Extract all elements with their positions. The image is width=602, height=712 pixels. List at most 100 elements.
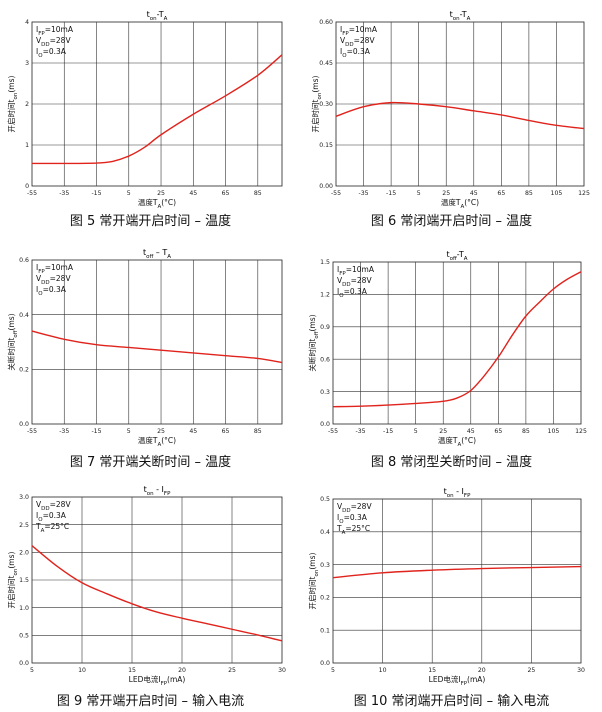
x-tick-label: 5 bbox=[127, 190, 131, 197]
condition-annotation-part: =28V bbox=[351, 276, 373, 285]
condition-annotation-part: O bbox=[38, 517, 43, 523]
chart-title-part: off bbox=[450, 256, 457, 262]
y-axis-label-part: off bbox=[314, 331, 320, 338]
x-tick-label: 25 bbox=[442, 190, 450, 197]
x-tick-label: -35 bbox=[59, 190, 69, 197]
x-axis-label: LED电流IFP(mA) bbox=[129, 674, 186, 687]
y-tick-label: 3 bbox=[25, 60, 29, 67]
y-tick-label: 0.00 bbox=[319, 183, 333, 190]
chart-title-part: t bbox=[143, 248, 146, 257]
y-axis-label: 开启时间ton(ms) bbox=[307, 552, 320, 609]
condition-annotation-part: I bbox=[337, 265, 339, 274]
x-tick-label: 65 bbox=[222, 190, 230, 197]
chart-title-part: off bbox=[146, 254, 153, 260]
x-tick-label: -35 bbox=[59, 428, 69, 435]
figure-caption: 图 10 常闭端开启时间 – 输入电流 bbox=[353, 694, 550, 709]
y-tick-label: 2 bbox=[25, 101, 29, 108]
y-tick-label: 0.0 bbox=[320, 660, 330, 667]
condition-annotation-part: V bbox=[337, 276, 343, 285]
y-tick-label: 0.6 bbox=[19, 257, 29, 264]
x-axis-label-part: A bbox=[460, 204, 464, 210]
y-axis-label-part: off bbox=[13, 330, 19, 337]
y-axis-label-part: 开启时间t bbox=[310, 99, 320, 132]
x-tick-label: 15 bbox=[428, 667, 436, 674]
condition-annotation-part: DD bbox=[345, 42, 353, 48]
condition-annotation: TA=25°C bbox=[336, 524, 370, 536]
chart-title-part: - I bbox=[454, 487, 464, 496]
chart-title-part: t bbox=[147, 10, 150, 19]
condition-annotation: IFP=10mA bbox=[340, 25, 378, 37]
x-axis-label-part: (mA) bbox=[167, 675, 185, 684]
y-tick-label: 0.4 bbox=[320, 529, 330, 536]
chart-svg: -55 -35 -15 5 25 45 65 8501234ton-TA温度TA(°C)开启时… bbox=[6, 10, 283, 210]
chart-title-part: -T bbox=[157, 10, 164, 19]
x-tick-label: -55 bbox=[27, 428, 37, 435]
y-axis-label: 开启时间ton(ms) bbox=[6, 551, 19, 608]
y-tick-label: 0.3 bbox=[320, 562, 330, 569]
x-tick-label: -15 bbox=[386, 190, 396, 197]
y-tick-label: 0.45 bbox=[319, 60, 333, 67]
condition-annotation: IO=0.3A bbox=[36, 47, 67, 59]
figure-caption: 图 5 常开端开启时间 – 温度 bbox=[69, 214, 232, 229]
condition-annotation: IFP=10mA bbox=[337, 265, 375, 277]
y-tick-label: 0.6 bbox=[320, 356, 330, 363]
condition-annotation-part: DD bbox=[41, 506, 49, 512]
condition-annotation: VDD=28V bbox=[36, 36, 71, 48]
chart-panel-3: -55 -35 -15 5 25 45 65 85 0.0 0.2 0.4 0.6 toff – TA 温… bbox=[0, 238, 301, 476]
x-tick-label: 65 bbox=[222, 428, 230, 435]
chart-panel-6: 5 10 15 20 25 30 0.0 0.1 0.2 0.3 0.4 0.5 ton - IFP LE… bbox=[301, 476, 602, 712]
condition-annotation-part: =28V bbox=[354, 36, 376, 45]
y-tick-label: 1.2 bbox=[320, 292, 330, 299]
x-tick-label: 10 bbox=[78, 667, 86, 674]
x-axis-label: 温度TA(°C) bbox=[138, 435, 176, 448]
condition-annotation: IO=0.3A bbox=[36, 511, 67, 523]
condition-annotation-part: O bbox=[342, 53, 347, 59]
x-tick-label: 20 bbox=[478, 667, 486, 674]
x-axis-label-part: 温度T bbox=[441, 197, 461, 207]
x-axis-label: LED电流IFP(mA) bbox=[429, 674, 486, 687]
chart-title-part: t bbox=[444, 487, 447, 496]
series-line bbox=[332, 271, 582, 408]
condition-annotation-part: O bbox=[38, 291, 43, 297]
condition-annotation-part: A bbox=[41, 528, 45, 534]
condition-annotation: VDD=28V bbox=[337, 502, 372, 514]
condition-annotation-part: V bbox=[36, 500, 42, 509]
condition-annotation-part: O bbox=[339, 519, 344, 525]
chart-title: ton - IFP bbox=[444, 487, 472, 499]
condition-annotation-part: A bbox=[342, 530, 346, 536]
y-tick-label: 0.15 bbox=[319, 142, 333, 149]
chart-title: ton-TA bbox=[450, 10, 471, 22]
x-axis-label-part: FP bbox=[461, 681, 468, 687]
chart-title-part: on bbox=[453, 16, 460, 22]
condition-annotation-part: DD bbox=[41, 280, 49, 286]
condition-annotation-part: I bbox=[36, 47, 38, 56]
chart-title-part: A bbox=[464, 256, 468, 262]
condition-annotation-part: =0.3A bbox=[43, 511, 67, 520]
condition-annotation-part: =28V bbox=[50, 500, 72, 509]
x-tick-label: 30 bbox=[577, 667, 585, 674]
x-tick-label: -15 bbox=[91, 428, 101, 435]
condition-annotation: IFP=10mA bbox=[36, 263, 74, 275]
y-axis-label-part: on bbox=[13, 568, 19, 575]
y-tick-label: 0 bbox=[25, 183, 29, 190]
x-tick-label: 25 bbox=[527, 667, 535, 674]
chart-title: ton - IFP bbox=[144, 485, 172, 497]
x-tick-label: 15 bbox=[128, 667, 136, 674]
x-tick-label: 5 bbox=[414, 428, 418, 435]
y-axis-label-part: 开启时间t bbox=[307, 576, 317, 609]
chart-title-part: t bbox=[144, 485, 147, 494]
y-axis-label: 关断时间toff(ms) bbox=[6, 313, 19, 370]
chart-title-part: A bbox=[167, 254, 171, 260]
y-tick-label: 0.5 bbox=[320, 496, 330, 503]
chart-title-part: on bbox=[447, 493, 454, 499]
chart-title-part: – T bbox=[153, 248, 167, 257]
x-tick-label: -35 bbox=[356, 428, 366, 435]
chart-title-part: -T bbox=[457, 250, 464, 259]
condition-annotation-part: FP bbox=[38, 269, 45, 275]
y-tick-label: 0.30 bbox=[319, 101, 333, 108]
condition-annotation-part: =28V bbox=[50, 274, 72, 283]
chart-panel-2: -55 -35 -15 5 25 45 65 85 105 125 0.00 0.15 0.30 0.45… bbox=[301, 0, 602, 238]
condition-annotation-part: =0.3A bbox=[43, 47, 67, 56]
condition-annotation: IFP=10mA bbox=[36, 25, 74, 37]
